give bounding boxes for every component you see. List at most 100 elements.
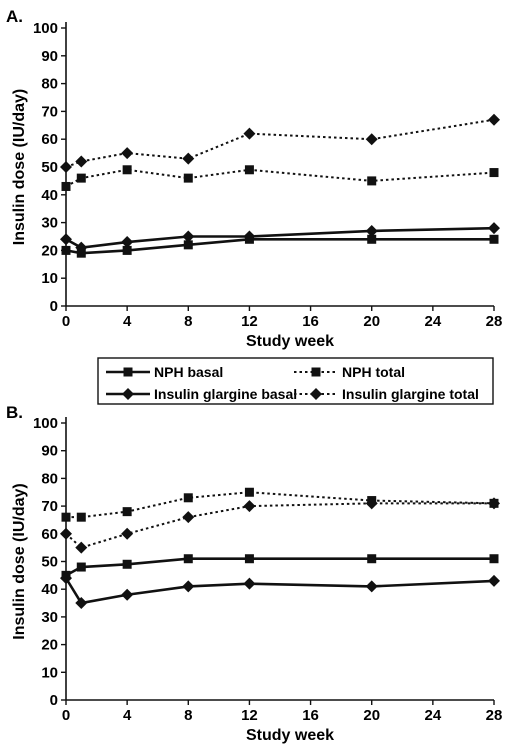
data-point-insulin-glargine-total — [243, 127, 256, 140]
data-point-nph-total — [183, 173, 193, 183]
data-point-nph-total — [61, 512, 71, 522]
data-point-insulin-glargine-basal — [121, 236, 134, 249]
data-point-nph-total — [244, 487, 254, 497]
legend-box — [97, 357, 494, 405]
x-tick-label: 20 — [363, 313, 380, 330]
data-point-nph-total — [489, 168, 499, 178]
x-tick-label: 24 — [425, 313, 442, 330]
data-point-insulin-glargine-basal — [75, 597, 88, 610]
x-tick-label: 28 — [486, 313, 503, 330]
series-line-insulin-glargine-total — [65, 118, 495, 168]
y-tick-label: 30 — [41, 609, 58, 626]
data-point-nph-total — [183, 493, 193, 503]
data-point-nph-basal — [183, 554, 193, 564]
data-point-nph-basal — [76, 562, 86, 572]
x-axis-label: Study week — [246, 333, 334, 350]
data-point-nph-total — [76, 173, 86, 183]
y-tick-label: 90 — [41, 48, 58, 65]
x-tick-label: 4 — [123, 313, 132, 330]
data-point-nph-basal — [244, 554, 254, 564]
y-tick-label: 20 — [41, 637, 58, 654]
x-tick-label: 4 — [123, 707, 132, 724]
legend: NPH basal NPH total Insulin glargine basal… — [97, 357, 494, 405]
legend-label: Insulin glargine basal — [154, 386, 297, 402]
data-point-insulin-glargine-total — [75, 155, 88, 168]
data-point-nph-total — [367, 176, 377, 186]
data-point-insulin-glargine-basal — [488, 222, 500, 235]
panel-label: A. — [6, 7, 23, 26]
legend-label: NPH total — [342, 364, 405, 380]
y-tick-label: 70 — [41, 498, 58, 515]
data-point-insulin-glargine-basal — [182, 580, 195, 593]
y-tick-label: 20 — [41, 242, 58, 259]
x-tick-label: 16 — [302, 313, 319, 330]
x-tick-label: 0 — [62, 707, 70, 724]
data-point-nph-total — [122, 165, 132, 175]
legend-swatch-marker — [311, 367, 321, 377]
series-line-insulin-glargine-basal — [64, 577, 495, 605]
data-point-insulin-glargine-basal — [121, 588, 134, 601]
data-point-insulin-glargine-basal — [75, 241, 88, 254]
data-point-nph-basal — [183, 240, 193, 250]
data-point-insulin-glargine-basal — [60, 233, 72, 246]
data-point-insulin-glargine-basal — [243, 230, 256, 243]
data-point-nph-basal — [61, 245, 71, 255]
data-point-nph-basal — [489, 554, 499, 564]
legend-label: Insulin glargine total — [342, 386, 479, 402]
y-tick-label: 100 — [33, 415, 58, 432]
legend-label: NPH basal — [154, 364, 223, 380]
data-point-insulin-glargine-total — [182, 511, 195, 524]
data-point-insulin-glargine-total — [488, 113, 500, 126]
data-point-insulin-glargine-total — [121, 527, 134, 540]
x-tick-label: 28 — [486, 707, 503, 724]
data-point-insulin-glargine-basal — [182, 230, 195, 243]
y-tick-label: 100 — [33, 20, 58, 37]
panel-label: B. — [6, 403, 23, 422]
legend-swatch-marker — [123, 367, 133, 377]
y-tick-label: 80 — [41, 76, 58, 93]
panel-a: A. 0 10 20 30 40 50 60 70 80 90 100 0 4 8 12 16 20 24 28 Stu… — [6, 7, 502, 350]
y-tick-label: 0 — [50, 298, 58, 315]
y-tick-label: 10 — [41, 664, 58, 681]
y-tick-label: 30 — [41, 215, 58, 232]
data-point-nph-basal — [122, 559, 132, 569]
data-point-nph-total — [122, 507, 132, 517]
data-point-insulin-glargine-basal — [243, 577, 256, 590]
data-point-nph-basal — [122, 245, 132, 255]
data-point-insulin-glargine-basal — [60, 572, 72, 585]
x-tick-label: 24 — [425, 707, 442, 724]
x-tick-label: 16 — [302, 707, 319, 724]
data-point-nph-basal — [367, 234, 377, 244]
x-tick-label: 12 — [241, 707, 258, 724]
data-point-insulin-glargine-total — [182, 152, 195, 165]
y-tick-label: 10 — [41, 270, 58, 287]
data-point-nph-total — [61, 181, 71, 191]
y-tick-label: 50 — [41, 159, 58, 176]
data-point-nph-basal — [489, 234, 499, 244]
data-point-insulin-glargine-basal — [488, 574, 500, 587]
y-tick-label: 80 — [41, 470, 58, 487]
x-tick-label: 8 — [184, 707, 192, 724]
data-point-insulin-glargine-total — [121, 147, 134, 160]
x-tick-label: 0 — [62, 313, 70, 330]
data-point-insulin-glargine-total — [60, 527, 72, 540]
panel-b: B. 0 10 20 30 40 50 60 70 80 90 100 0 4 8 12 16 20 24 28 Stu… — [6, 403, 502, 744]
y-axis-label: Insulin dose (IU/day) — [11, 89, 28, 245]
x-tick-label: 8 — [184, 313, 192, 330]
data-point-insulin-glargine-total — [365, 133, 378, 146]
x-tick-label: 12 — [241, 313, 258, 330]
y-tick-label: 50 — [41, 554, 58, 571]
y-tick-label: 40 — [41, 187, 58, 204]
data-point-nph-basal — [367, 554, 377, 564]
y-tick-label: 60 — [41, 131, 58, 148]
data-point-insulin-glargine-total — [75, 541, 88, 554]
data-point-insulin-glargine-total — [488, 497, 500, 510]
data-point-nph-total — [76, 512, 86, 522]
y-tick-label: 90 — [41, 443, 58, 460]
data-point-insulin-glargine-total — [365, 497, 378, 510]
data-point-insulin-glargine-basal — [365, 224, 378, 237]
y-tick-label: 70 — [41, 103, 58, 120]
x-axis-label: Study week — [246, 727, 334, 744]
y-tick-label: 40 — [41, 581, 58, 598]
legend-swatch-marker — [122, 388, 134, 400]
